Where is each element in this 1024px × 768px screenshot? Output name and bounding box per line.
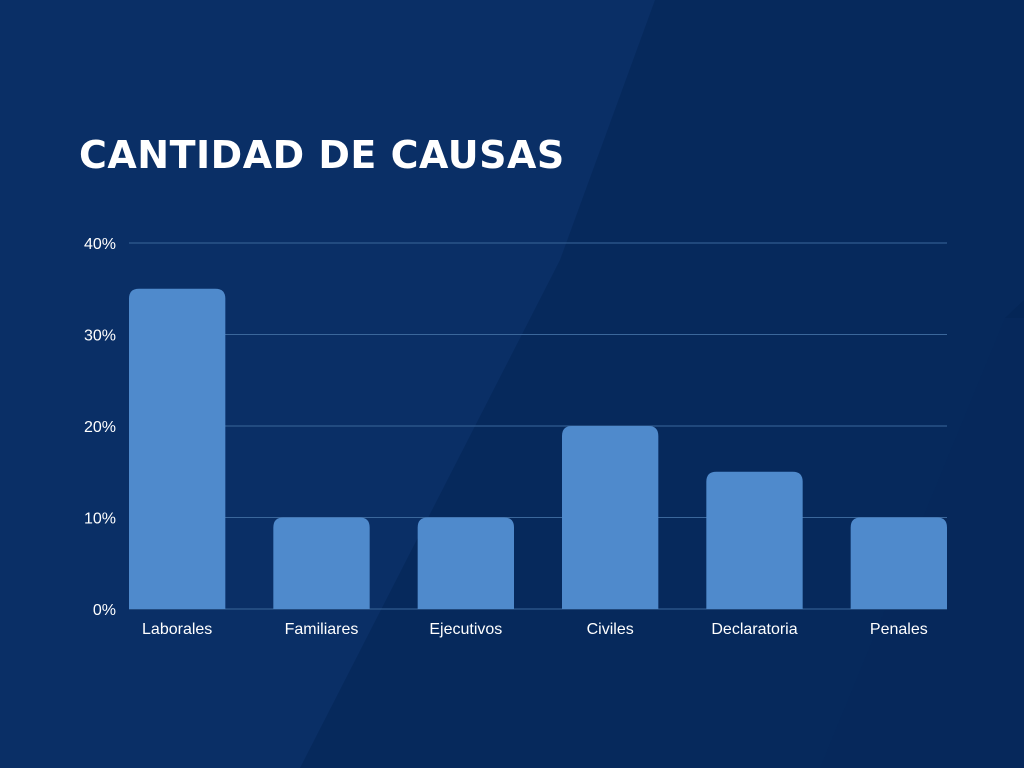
bar-penales xyxy=(850,517,947,609)
x-axis-categories: Laborales Familiares Ejecutivos Civiles Decl… xyxy=(142,621,928,638)
y-axis-ticks: 0% 10% 20% 30% 40% xyxy=(84,236,116,619)
y-tick-label: 20% xyxy=(84,419,116,436)
x-category-label: Laborales xyxy=(142,621,212,638)
bar-declaratoria xyxy=(706,471,803,609)
bar-familiares xyxy=(273,517,370,609)
x-category-label: Ejecutivos xyxy=(429,621,502,638)
bars xyxy=(129,288,947,609)
y-tick-label: 0% xyxy=(93,602,116,619)
chart-title: CANTIDAD DE CAUSAS xyxy=(79,133,565,177)
bar-ejecutivos xyxy=(417,517,514,609)
gridlines xyxy=(129,242,947,610)
x-category-label: Familiares xyxy=(285,621,359,638)
y-tick-label: 10% xyxy=(84,511,116,528)
bar-civiles xyxy=(562,426,659,609)
x-category-label: Declaratoria xyxy=(711,621,797,638)
x-category-label: Penales xyxy=(870,621,928,638)
y-tick-label: 40% xyxy=(84,236,116,253)
y-tick-label: 30% xyxy=(84,328,116,345)
x-category-label: Civiles xyxy=(587,621,634,638)
bar-laborales xyxy=(129,288,226,609)
